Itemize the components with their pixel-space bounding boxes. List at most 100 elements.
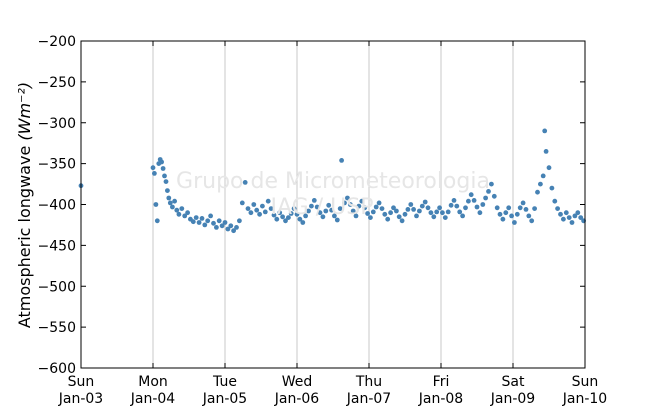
data-point (523, 207, 529, 212)
data-point (546, 165, 552, 171)
data-point (542, 128, 548, 134)
data-point (440, 210, 445, 216)
y-tick-label: −450 (38, 238, 76, 254)
data-point (379, 206, 385, 212)
data-point (503, 210, 509, 216)
data-point (165, 188, 170, 194)
data-point (543, 149, 549, 154)
data-point (280, 214, 285, 220)
data-point (578, 215, 584, 221)
x-tick-label-day: Sun (572, 374, 599, 390)
data-point (494, 205, 500, 211)
data-point (353, 213, 359, 219)
x-tick-label-date: Jan-08 (418, 391, 463, 407)
data-point (291, 206, 297, 212)
data-point (414, 213, 419, 219)
data-point (306, 208, 311, 214)
data-point (569, 220, 575, 225)
data-point (558, 211, 563, 217)
data-point (163, 179, 169, 185)
data-point (491, 193, 497, 199)
data-point (500, 216, 506, 222)
y-tick-label: −250 (38, 75, 76, 91)
data-point (150, 165, 156, 171)
data-point (538, 181, 543, 187)
x-tick-label-date: Jan-07 (346, 391, 391, 407)
data-point (179, 206, 185, 212)
data-point (334, 217, 340, 223)
data-point (566, 215, 572, 221)
data-point (152, 171, 157, 176)
data-point (347, 202, 353, 207)
data-point (268, 206, 274, 212)
data-point (376, 200, 382, 206)
data-point (514, 211, 520, 217)
data-point (396, 214, 402, 220)
data-point (320, 214, 326, 220)
data-point (208, 213, 214, 219)
data-point (271, 212, 277, 218)
data-point (454, 203, 460, 209)
y-tick-label: −600 (38, 361, 76, 377)
data-point (362, 205, 368, 211)
data-point (373, 204, 379, 210)
x-tick-label-date: Jan-10 (562, 391, 607, 407)
data-point (402, 211, 408, 217)
x-tick-label-day: Sun (68, 374, 95, 390)
data-point (337, 206, 343, 212)
x-tick-label-day: Sat (502, 374, 525, 390)
data-point (222, 220, 228, 225)
data-point (283, 218, 288, 224)
x-tick-label-day: Wed (282, 374, 313, 390)
data-point (317, 210, 323, 216)
data-point (311, 198, 317, 203)
x-tick-label-day: Tue (212, 374, 237, 390)
data-point (350, 208, 356, 214)
watermark-line-1: Grupo de Micrometeorologia (176, 169, 490, 194)
data-point (153, 202, 159, 207)
data-point (326, 202, 332, 208)
data-point (451, 198, 457, 203)
data-point (234, 225, 239, 230)
data-point (185, 210, 191, 216)
watermark-line-2: IAG / USP (271, 195, 374, 220)
data-point (205, 218, 211, 224)
data-point (359, 198, 365, 204)
data-point (526, 213, 532, 219)
data-point (561, 216, 566, 222)
data-point (239, 200, 245, 206)
data-point (486, 189, 491, 194)
x-tick-label-day: Fri (433, 374, 450, 390)
data-point (262, 209, 268, 215)
data-point (216, 218, 222, 224)
data-point (431, 214, 437, 220)
data-point (497, 211, 503, 217)
data-point (419, 203, 425, 209)
data-point (166, 195, 172, 201)
data-point (509, 213, 514, 219)
data-point (575, 210, 581, 216)
data-point (483, 195, 488, 201)
y-tick-label: −550 (38, 320, 76, 336)
x-tick-label-date: Jan-06 (274, 391, 320, 407)
data-point (474, 204, 480, 210)
data-point (563, 210, 569, 216)
data-point (339, 158, 344, 163)
data-point (196, 220, 202, 225)
data-point (448, 202, 454, 208)
data-point (388, 210, 393, 216)
data-point (245, 206, 251, 212)
data-point (214, 225, 219, 230)
data-point (193, 215, 199, 221)
data-point (529, 218, 535, 224)
y-axis-label: Atmospheric longwave (Wm⁻²) (15, 82, 34, 328)
data-point (228, 223, 234, 229)
y-tick-label: −350 (38, 157, 76, 173)
data-point (182, 213, 188, 219)
x-tick-label-date: Jan-05 (202, 391, 247, 407)
y-tick-label: −500 (38, 279, 76, 295)
data-point (277, 210, 283, 216)
data-point (425, 205, 431, 211)
data-point (468, 192, 474, 198)
